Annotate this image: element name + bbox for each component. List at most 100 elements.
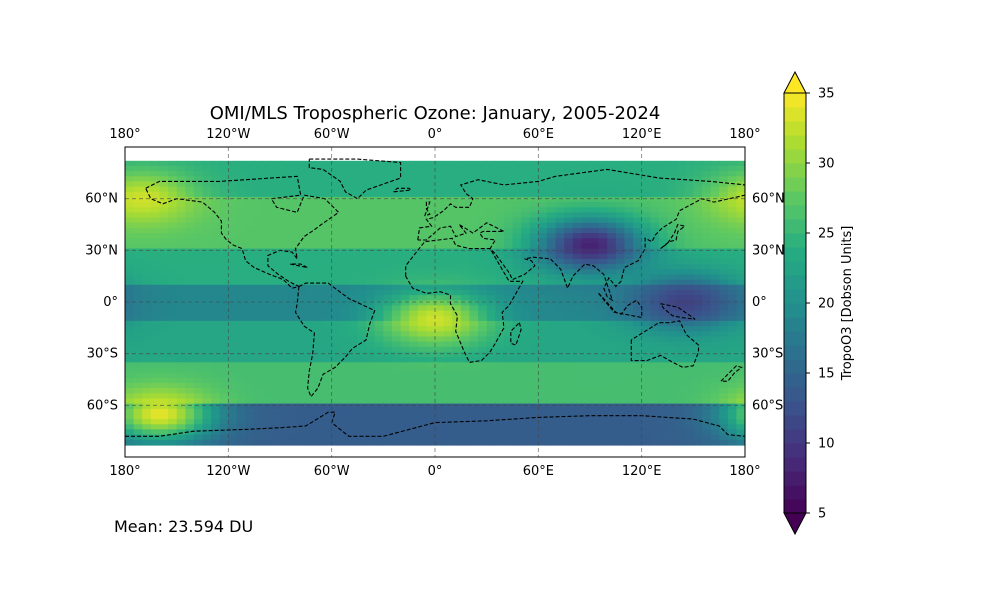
- ozone-cell: [340, 320, 350, 327]
- ozone-cell: [581, 413, 591, 420]
- ozone-cell: [667, 160, 677, 167]
- ozone-cell: [478, 439, 488, 446]
- ozone-cell: [581, 315, 591, 322]
- ozone-cell: [607, 320, 617, 327]
- ozone-cell: [159, 212, 169, 219]
- ozone-cell: [590, 372, 600, 379]
- ozone-cell: [693, 300, 703, 307]
- ozone-cell: [572, 408, 582, 415]
- ozone-cell: [538, 295, 548, 301]
- ozone-cell: [512, 310, 522, 317]
- ozone-cell: [581, 202, 591, 208]
- ozone-cell: [297, 357, 307, 363]
- ozone-cell: [391, 362, 402, 369]
- ozone-cell: [607, 165, 617, 172]
- ozone-cell: [305, 279, 315, 286]
- ozone-cell: [443, 341, 453, 348]
- ozone-cell: [469, 429, 479, 436]
- ozone-cell: [426, 243, 436, 250]
- ozone-cell: [400, 160, 410, 167]
- ozone-cell: [486, 227, 496, 234]
- ozone-cell: [503, 191, 514, 198]
- ozone-cell: [460, 171, 470, 177]
- ozone-cell: [641, 377, 651, 384]
- ozone-cell: [478, 398, 488, 405]
- ozone-cell: [219, 202, 229, 208]
- ozone-cell: [684, 367, 694, 374]
- ozone-cell: [280, 160, 290, 167]
- ozone-cell: [202, 264, 212, 270]
- ozone-cell: [305, 243, 315, 250]
- ozone-cell: [340, 295, 350, 301]
- ozone-cell: [374, 269, 384, 276]
- ozone-cell: [452, 269, 462, 276]
- ozone-cell: [211, 295, 221, 301]
- ozone-cell: [478, 341, 488, 348]
- ozone-cell: [297, 227, 307, 234]
- ozone-cell: [607, 171, 617, 177]
- ozone-cell: [607, 196, 617, 203]
- ozone-cell: [624, 429, 634, 436]
- ozone-cell: [658, 346, 669, 353]
- ozone-cell: [684, 382, 694, 389]
- ozone-cell: [211, 408, 221, 415]
- ozone-cell: [641, 388, 651, 394]
- ozone-cell: [503, 196, 514, 203]
- ozone-cell: [245, 367, 255, 374]
- ozone-cell: [383, 439, 393, 446]
- ozone-cell: [676, 181, 686, 188]
- ozone-cell: [193, 424, 204, 431]
- ozone-cell: [391, 403, 402, 410]
- ozone-cell: [245, 434, 255, 441]
- ozone-cell: [340, 212, 350, 219]
- ozone-cell: [435, 413, 445, 420]
- ozone-cell: [719, 279, 729, 286]
- ozone-cell: [142, 434, 152, 441]
- ozone-cell: [469, 419, 479, 425]
- ozone-cell: [305, 222, 315, 229]
- ozone-cell: [211, 424, 221, 431]
- ozone-cell: [202, 160, 212, 167]
- ozone-cell: [503, 372, 514, 379]
- ozone-cell: [133, 217, 143, 224]
- ozone-cell: [211, 300, 221, 307]
- ozone-cell: [615, 439, 625, 446]
- ozone-cell: [236, 408, 247, 415]
- ozone-cell: [159, 269, 169, 276]
- ozone-cell: [133, 165, 143, 172]
- ozone-cell: [176, 320, 186, 327]
- ozone-cell: [219, 305, 229, 312]
- ozone-cell: [305, 207, 315, 214]
- ozone-cell: [125, 434, 135, 441]
- ozone-cell: [409, 398, 419, 405]
- ozone-cell: [495, 284, 505, 291]
- ozone-cell: [417, 305, 427, 312]
- ozone-cell: [495, 388, 505, 394]
- ozone-cell: [529, 393, 539, 400]
- ozone-cell: [254, 300, 264, 307]
- ozone-cell: [168, 367, 178, 374]
- ozone-cell: [271, 326, 281, 332]
- ozone-cell: [391, 424, 402, 431]
- ozone-cell: [168, 258, 178, 265]
- ozone-cell: [340, 305, 350, 312]
- ozone-cell: [435, 279, 445, 286]
- ozone-cell: [676, 196, 686, 203]
- ozone-cell: [555, 279, 565, 286]
- ozone-cell: [719, 269, 729, 276]
- ozone-cell: [710, 264, 720, 270]
- ozone-cell: [391, 408, 402, 415]
- ozone-cell: [357, 181, 367, 188]
- ozone-cell: [374, 382, 384, 389]
- ozone-cell: [478, 165, 488, 172]
- ozone-cell: [736, 248, 745, 255]
- ozone-cell: [452, 388, 462, 394]
- ozone-cell: [193, 186, 204, 193]
- ozone-cell: [710, 269, 720, 276]
- ozone-cell: [624, 253, 634, 260]
- y-tick-label-right: 60°S: [752, 398, 783, 413]
- ozone-cell: [727, 274, 737, 281]
- y-tick-label-right: 0°: [752, 295, 767, 310]
- ozone-cell: [357, 367, 367, 374]
- ozone-cell: [590, 398, 600, 405]
